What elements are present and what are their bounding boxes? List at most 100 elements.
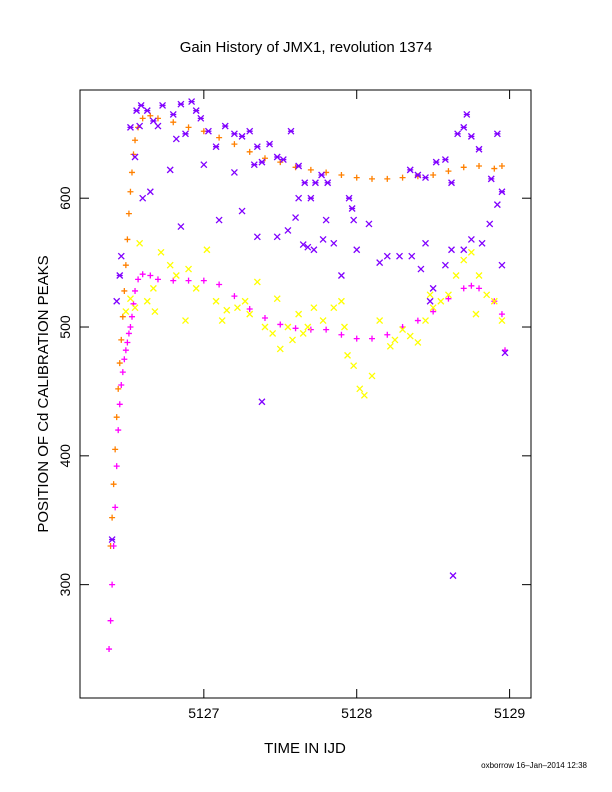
data-point-series-1: [468, 282, 475, 289]
data-point-series-1: [323, 326, 330, 333]
data-point-series-3: [292, 214, 300, 221]
x-tick-label: 5128: [341, 705, 372, 721]
data-point-series-1: [119, 369, 126, 376]
data-point-series-1: [115, 427, 122, 434]
data-point-series-2: [188, 98, 196, 106]
data-point-series-0: [128, 169, 135, 176]
data-point-series-1: [414, 317, 421, 324]
data-point-series-1: [132, 287, 139, 294]
data-point-series-1: [113, 463, 120, 470]
data-point-series-3: [426, 297, 434, 305]
data-point-series-1: [292, 325, 299, 332]
data-point-series-4: [376, 317, 384, 325]
data-point-series-4: [192, 284, 200, 292]
data-point-series-4: [273, 295, 281, 303]
data-point-series-2: [182, 130, 189, 138]
data-point-series-3: [238, 207, 246, 215]
chart-title: Gain History of JMX1, revolution 1374: [180, 39, 433, 56]
data-point-series-2: [116, 272, 124, 279]
data-point-series-3: [154, 122, 162, 130]
data-point-series-1: [109, 581, 116, 588]
data-point-series-4: [406, 332, 414, 340]
data-point-series-1: [139, 271, 146, 278]
data-point-series-4: [319, 317, 327, 325]
data-point-series-1: [246, 305, 253, 312]
data-point-series-0: [122, 262, 129, 269]
data-point-series-3: [441, 261, 449, 269]
data-point-series-0: [476, 163, 483, 169]
data-point-series-3: [498, 261, 506, 269]
data-point-series-4: [157, 248, 165, 256]
data-point-series-1: [353, 335, 360, 342]
data-point-series-4: [460, 256, 468, 264]
data-point-series-3: [131, 153, 139, 161]
data-points: [106, 98, 509, 653]
data-point-series-0: [498, 163, 505, 169]
data-point-series-2: [212, 143, 220, 151]
data-point-series-2: [345, 194, 353, 202]
data-point-series-1: [216, 281, 223, 288]
data-point-series-4: [276, 345, 284, 353]
data-point-series-3: [177, 223, 185, 231]
data-point-series-4: [126, 295, 134, 303]
data-point-series-2: [143, 107, 151, 115]
data-point-series-4: [498, 317, 506, 325]
data-point-series-2: [197, 114, 205, 122]
data-point-series-0: [139, 115, 146, 122]
data-point-series-2: [487, 175, 495, 183]
data-point-series-4: [203, 246, 211, 254]
data-point-series-2: [295, 162, 303, 170]
data-point-series-2: [279, 156, 287, 164]
data-point-series-0: [118, 336, 125, 343]
data-point-series-3: [273, 233, 281, 241]
data-point-series-0: [246, 148, 253, 155]
data-point-series-4: [304, 323, 312, 331]
x-axis-label: TIME IN IJD: [264, 740, 346, 757]
data-point-series-4: [356, 385, 364, 393]
data-point-series-2: [126, 123, 134, 131]
data-point-series-2: [463, 111, 471, 118]
data-point-series-0: [132, 137, 139, 144]
data-point-series-4: [218, 317, 226, 325]
data-point-series-1: [445, 295, 452, 302]
data-point-series-4: [472, 310, 480, 318]
data-point-series-1: [124, 339, 131, 346]
data-point-series-4: [295, 310, 303, 318]
data-point-series-0: [307, 166, 314, 173]
data-point-series-3: [460, 246, 468, 254]
data-point-series-4: [344, 351, 352, 359]
data-point-series-0: [491, 165, 498, 172]
data-point-series-4: [422, 317, 429, 325]
data-point-series-3: [319, 235, 327, 243]
data-point-series-1: [430, 308, 437, 315]
data-point-series-2: [301, 179, 309, 187]
data-point-series-3: [166, 166, 174, 174]
data-point-series-2: [204, 127, 212, 135]
data-point-series-0: [127, 188, 134, 195]
data-point-series-4: [136, 239, 144, 247]
data-point-series-0: [369, 175, 376, 182]
data-point-series-0: [170, 119, 177, 126]
data-point-series-4: [483, 291, 491, 299]
data-point-series-4: [253, 278, 261, 286]
data-point-series-4: [241, 297, 249, 305]
data-point-series-0: [124, 236, 131, 243]
x-tick-label: 5127: [188, 705, 219, 721]
data-point-series-2: [475, 145, 483, 153]
data-point-series-2: [238, 132, 246, 140]
data-point-series-3: [449, 572, 457, 580]
data-point-series-4: [444, 291, 452, 299]
data-point-series-3: [284, 226, 292, 234]
data-point-series-1: [147, 272, 154, 279]
data-point-series-3: [304, 243, 312, 251]
data-point-series-2: [159, 101, 167, 109]
data-point-series-3: [376, 259, 384, 267]
data-point-series-2: [287, 127, 295, 135]
data-point-series-2: [266, 140, 274, 148]
data-point-series-1: [107, 617, 114, 624]
y-axis: 300 400 500 600: [57, 186, 531, 596]
data-point-series-3: [253, 233, 261, 241]
data-point-series-4: [234, 304, 241, 312]
data-point-series-2: [441, 156, 449, 164]
data-point-series-2: [467, 132, 475, 140]
